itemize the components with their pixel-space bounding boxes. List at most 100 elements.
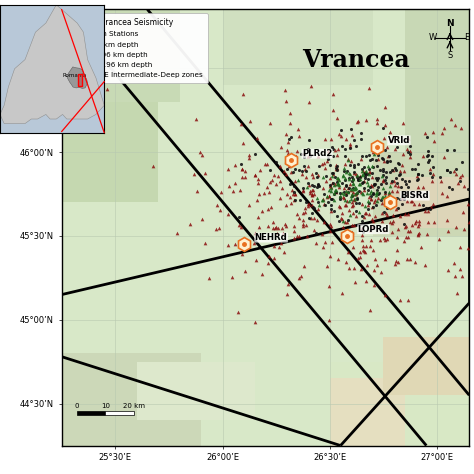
Point bbox=[381, 226, 388, 234]
Point bbox=[348, 177, 356, 185]
Point bbox=[314, 153, 322, 160]
Point bbox=[348, 191, 356, 198]
Point bbox=[383, 143, 391, 151]
Point bbox=[235, 213, 243, 221]
Point bbox=[398, 192, 406, 200]
Point bbox=[231, 161, 238, 169]
Point bbox=[304, 180, 311, 187]
Point bbox=[437, 177, 445, 184]
Point bbox=[405, 183, 412, 191]
Point bbox=[346, 142, 354, 149]
Point bbox=[253, 196, 260, 204]
Point bbox=[329, 146, 337, 153]
Point bbox=[415, 170, 422, 178]
Point bbox=[465, 219, 473, 226]
Point bbox=[307, 190, 314, 197]
Point bbox=[301, 262, 308, 270]
Point bbox=[293, 147, 301, 155]
Point bbox=[372, 174, 380, 182]
Point bbox=[344, 189, 352, 196]
Point bbox=[270, 254, 278, 262]
Point bbox=[345, 174, 353, 182]
Point bbox=[320, 218, 328, 225]
Point bbox=[336, 195, 343, 203]
Point bbox=[422, 204, 429, 211]
Point bbox=[365, 168, 373, 175]
Point bbox=[392, 258, 400, 265]
Point bbox=[371, 150, 378, 157]
Point bbox=[424, 151, 432, 159]
Point bbox=[283, 97, 290, 104]
Point bbox=[333, 162, 340, 170]
Point bbox=[343, 181, 350, 189]
Point bbox=[350, 221, 358, 229]
Point bbox=[414, 230, 422, 238]
Point bbox=[309, 196, 316, 204]
Point bbox=[351, 164, 358, 171]
Point bbox=[443, 166, 450, 173]
Point bbox=[281, 220, 289, 228]
Point bbox=[277, 144, 285, 151]
Point bbox=[473, 244, 474, 252]
Point bbox=[370, 198, 377, 205]
Point bbox=[347, 196, 355, 203]
Point bbox=[255, 223, 263, 231]
Point bbox=[336, 217, 343, 225]
Point bbox=[414, 170, 421, 178]
Point bbox=[403, 190, 411, 198]
Point bbox=[332, 162, 339, 169]
Point bbox=[448, 186, 456, 193]
Point bbox=[456, 243, 464, 250]
Point bbox=[346, 144, 354, 152]
Point bbox=[349, 185, 356, 193]
Point bbox=[423, 230, 431, 237]
Point bbox=[390, 211, 397, 219]
Point bbox=[290, 169, 297, 176]
Point bbox=[379, 167, 387, 174]
Point bbox=[239, 139, 247, 146]
Point bbox=[299, 216, 306, 224]
Point bbox=[395, 160, 402, 167]
Point bbox=[271, 171, 278, 179]
Point bbox=[430, 219, 438, 226]
Point bbox=[392, 166, 399, 174]
Point bbox=[388, 166, 395, 173]
Point bbox=[375, 189, 383, 197]
Point bbox=[338, 180, 346, 187]
Point bbox=[330, 207, 337, 214]
Point bbox=[429, 128, 437, 136]
Point bbox=[260, 189, 267, 196]
Point bbox=[438, 189, 446, 196]
Point bbox=[355, 199, 363, 207]
Point bbox=[328, 173, 336, 180]
Point bbox=[374, 190, 382, 198]
Legend: Radon Stations, 1–50 km depth, 50–106 km depth, 106–196 km depth, SHARE Intermed: Radon Stations, 1–50 km depth, 50–106 km… bbox=[65, 13, 208, 83]
Point bbox=[304, 201, 311, 208]
Point bbox=[396, 296, 404, 303]
Point bbox=[342, 201, 350, 209]
Point bbox=[290, 196, 298, 203]
Point bbox=[340, 167, 348, 175]
Point bbox=[330, 196, 338, 203]
Point bbox=[419, 152, 427, 159]
Point bbox=[241, 167, 248, 175]
Point bbox=[390, 178, 398, 185]
Point bbox=[328, 222, 335, 230]
Point bbox=[332, 188, 340, 196]
Point bbox=[382, 188, 389, 195]
Point bbox=[393, 187, 401, 194]
Point bbox=[213, 225, 220, 233]
Point bbox=[392, 174, 400, 182]
Point bbox=[238, 165, 246, 173]
Point bbox=[309, 203, 317, 211]
Point bbox=[402, 180, 410, 188]
Point bbox=[320, 159, 328, 167]
Point bbox=[399, 194, 406, 202]
Bar bbox=[62, 102, 158, 202]
Point bbox=[352, 184, 360, 191]
Polygon shape bbox=[67, 67, 87, 88]
Point bbox=[353, 207, 360, 214]
Point bbox=[328, 195, 336, 202]
Point bbox=[361, 202, 368, 210]
Point bbox=[324, 157, 331, 165]
